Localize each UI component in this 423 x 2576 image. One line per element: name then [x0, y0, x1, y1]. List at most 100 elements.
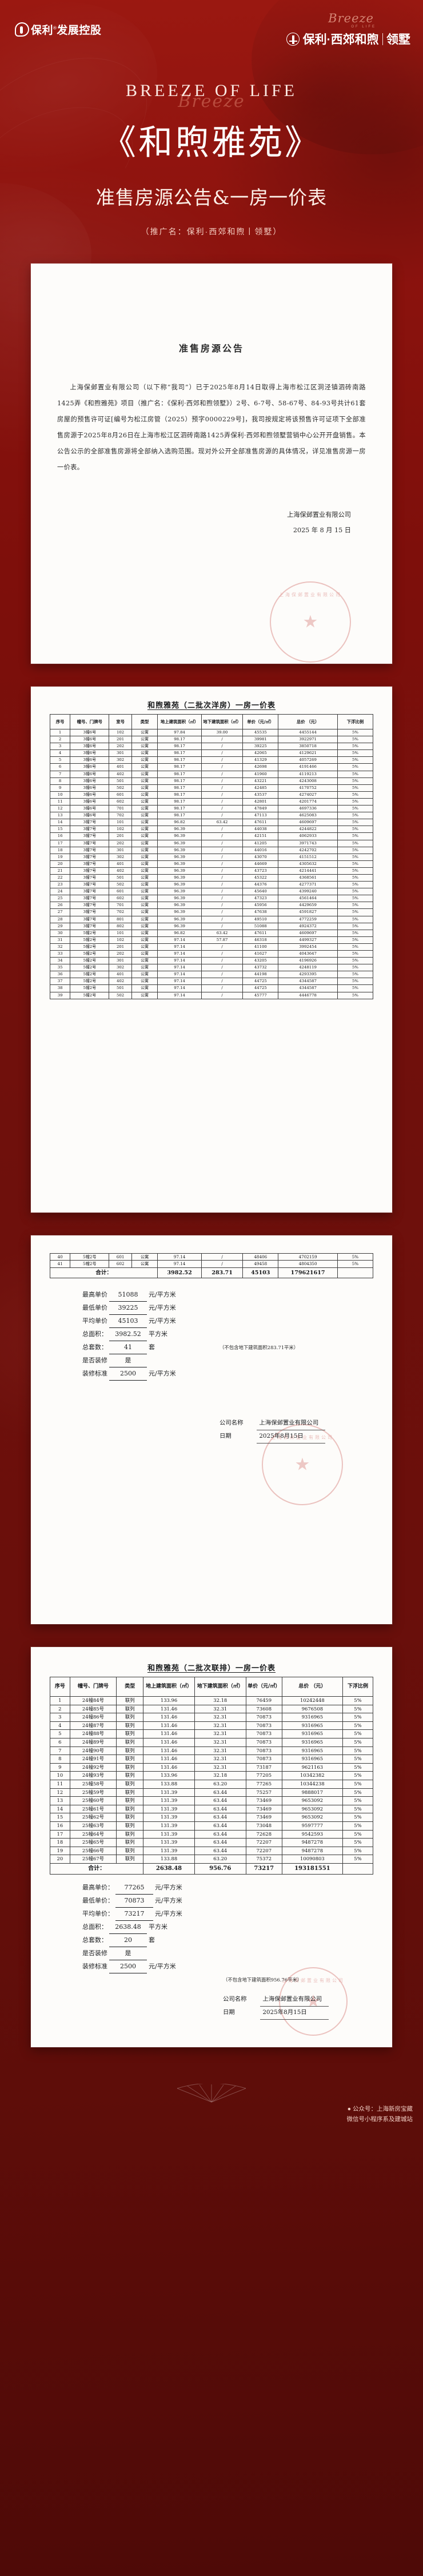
table-row: 16 3幢7号 201 公寓 96.39/42151 4062933 5%: [49, 832, 374, 840]
cell-0: 32: [49, 943, 71, 951]
cell-1: 5幢2号: [70, 936, 110, 944]
cell-7: 4062933: [278, 832, 338, 840]
cell-3: 133.96: [143, 1771, 195, 1780]
cell-4: 32.31: [194, 1754, 246, 1764]
cell-5: /: [201, 922, 244, 930]
total-label: 合计：: [49, 1863, 144, 1875]
cell-0: 4: [50, 1721, 70, 1730]
summary-row-4: 总套数： 20 套: [82, 1934, 392, 1947]
table-row: 15 3幢7号 102 公寓 96.39/44038 4244822 5%: [49, 826, 374, 834]
summary-label: 总面积：: [82, 1330, 107, 1338]
villa-company-row: 公司名称 上海保邺置业有限公司: [223, 1993, 329, 2007]
cell-6: 45535: [242, 728, 279, 737]
cell-6: 9597777: [281, 1821, 343, 1831]
cell-2: 702: [109, 908, 132, 916]
cell-0: 9: [50, 1762, 70, 1772]
cell-1: 3幢6号: [70, 791, 110, 799]
cell-7: 5%: [342, 1696, 374, 1705]
table-row: 11 3幢6号 602 公寓 98.17/42801 4201774 5%: [49, 797, 374, 806]
cell-3: 131.39: [143, 1813, 195, 1822]
cell-0: 3: [49, 743, 71, 751]
company-name-value: 上海保邺置业有限公司: [257, 1417, 326, 1430]
cell-4: 32.31: [194, 1729, 246, 1738]
table-row: 17 25幢64号 联列 131.39 63.44 72628 9542593 5%: [50, 1829, 374, 1839]
poly-shield-icon: [15, 22, 29, 37]
cell-2: 联列: [116, 1704, 144, 1714]
cell-7: 4591827: [278, 908, 338, 916]
cell-7: 4201774: [278, 797, 338, 806]
cell-0: 9: [49, 784, 71, 792]
poly-developer-logo: 保利®发展控股: [15, 22, 101, 37]
cell-7: 5%: [342, 1771, 374, 1780]
column-header-0: 序号: [50, 1677, 70, 1697]
table-row: 3 3幢6号 202 公寓 98.17/39225 3850718 5%: [49, 743, 374, 751]
table-row: 4 3幢6号 301 公寓 98.17/42065 4129621 5%: [49, 749, 374, 757]
cell-4: 32.31: [194, 1746, 246, 1756]
cell-7: 4344587: [278, 984, 338, 992]
total-cell-4: [342, 1863, 374, 1875]
table-row: 3 24幢86号 联列 131.46 32.31 70873 9316965 5%: [50, 1713, 374, 1722]
cell-2: 联列: [116, 1829, 144, 1839]
table-row: 29 3幢7号 802 公寓 96.39/51088 4924372 5%: [49, 922, 374, 930]
cell-4: 96.39: [157, 922, 202, 930]
cell-2: 联列: [116, 1855, 144, 1864]
cell-1: 5幢2号: [70, 929, 110, 937]
summary-label: 装修标准: [82, 1962, 107, 1970]
table-row: 2 3幢6号 201 公寓 98.17/39981 3922971 5%: [49, 736, 374, 744]
cell-2: 701: [109, 805, 132, 813]
cell-0: 5: [49, 756, 71, 764]
cell-5: /: [201, 860, 244, 868]
summary-value: 2500: [109, 1367, 147, 1381]
cell-1: 3幢6号: [70, 749, 110, 757]
cell-2: 601: [109, 791, 132, 799]
summary-unit: 套: [149, 1343, 155, 1351]
column-header-2: 类型: [116, 1677, 144, 1697]
cell-2: 702: [109, 812, 132, 820]
cell-2: 501: [109, 874, 132, 882]
summary-value: 39225: [109, 1302, 147, 1315]
cell-0: 17: [49, 839, 71, 847]
footer-account-line[interactable]: ● 公众号：上海新房宝藏: [347, 2106, 413, 2113]
cell-7: 4191466: [278, 763, 338, 771]
announcement-date: 2025 年 8 月 15 日: [293, 526, 351, 534]
cell-1: 3幢7号: [70, 888, 110, 896]
cell-1: 3幢7号: [70, 915, 110, 923]
cell-0: 12: [49, 805, 71, 813]
cell-0: 19: [49, 853, 71, 861]
cell-6: 10242448: [281, 1696, 343, 1705]
cell-6: 9653092: [281, 1804, 343, 1814]
table-row: 38 5幢2号 501 公寓 97.14/44725 4344587 5%: [49, 984, 374, 992]
column-header-7: 总价 （元）: [278, 714, 338, 729]
table-row: 2 24幢85号 联列 131.46 32.31 73608 9676508 5%: [50, 1704, 374, 1714]
cell-8: 5%: [337, 749, 374, 757]
cell-7: 4368561: [278, 874, 338, 882]
cell-5: 73469: [245, 1796, 282, 1805]
summary-value: 77265: [115, 1881, 153, 1895]
cell-2: 501: [109, 984, 132, 992]
cell-2: 联列: [116, 1721, 144, 1730]
cell-3: 131.46: [143, 1754, 195, 1764]
cell-7: 5%: [342, 1813, 374, 1822]
cell-7: 4043647: [278, 950, 338, 958]
cell-5: /: [201, 770, 244, 778]
cell-5: 70873: [245, 1729, 282, 1738]
cell-6: 43723: [242, 867, 279, 875]
cell-8: 5%: [337, 819, 374, 827]
cell-4: 98.17: [157, 797, 202, 806]
summary-unit: 元/平方米: [149, 1369, 176, 1377]
cell-5: /: [201, 797, 244, 806]
table-row: 36 5幢2号 401 公寓 97.14/44198 4293395 5%: [49, 971, 374, 979]
cell-4: 32.18: [194, 1696, 246, 1705]
cell-2: 301: [109, 957, 132, 965]
cell-6: 48406: [242, 1253, 279, 1261]
cell-8: 5%: [337, 908, 374, 916]
summary-label: 最低单价: [82, 1303, 107, 1311]
table-row: 1 3幢6号 102 公寓 97.84 39.00 45535 4455144 5%: [49, 728, 374, 737]
cell-6: 47611: [242, 819, 279, 827]
cell-5: /: [201, 846, 244, 854]
cell-3: 公寓: [131, 908, 158, 916]
cell-7: 4499327: [278, 936, 338, 944]
cell-0: 29: [49, 922, 71, 930]
cell-2: 102: [109, 936, 132, 944]
cell-5: 72207: [245, 1846, 282, 1856]
